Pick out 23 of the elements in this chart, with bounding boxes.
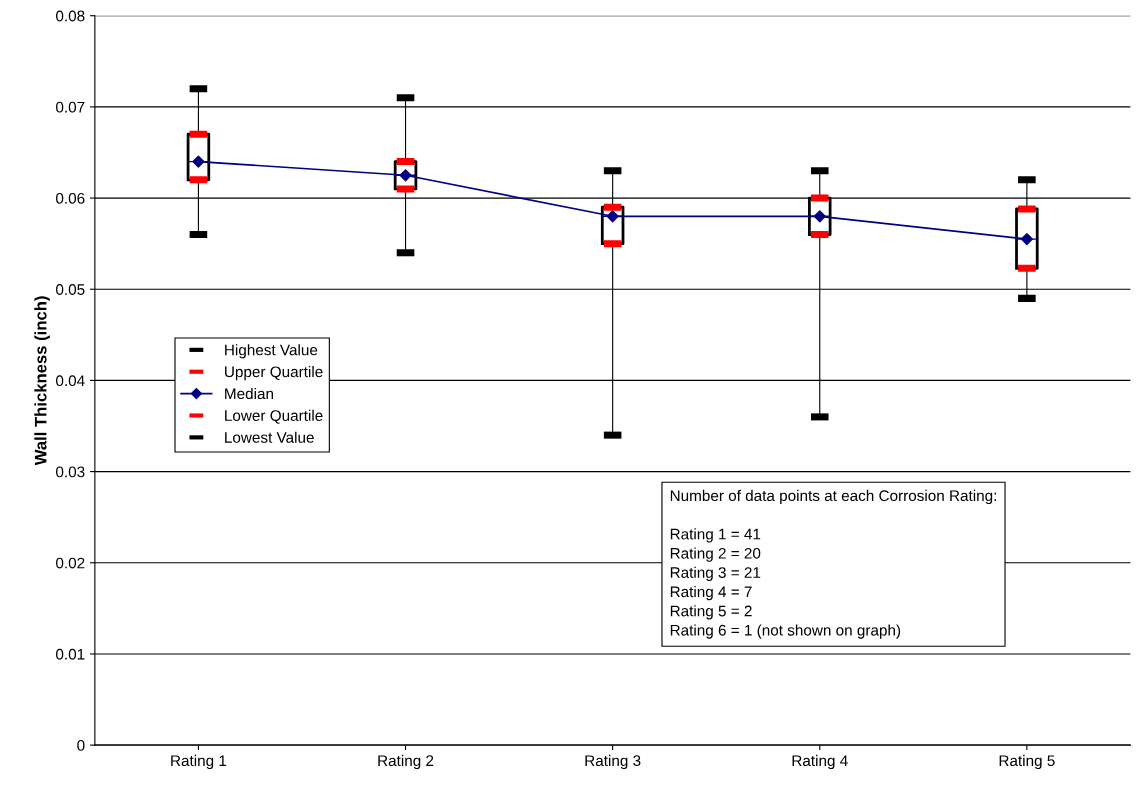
- legend-label: Median: [225, 387, 273, 400]
- x-tick-label: Rating 4: [792, 754, 848, 770]
- y-tick-label: 0.08: [56, 10, 85, 22]
- point: [606, 210, 619, 223]
- y-tick-label: 0.06: [56, 192, 85, 204]
- x-tick-label: Rating 1: [171, 754, 227, 770]
- y-axis-title: Wall Thickness (inch): [34, 296, 50, 466]
- legend-label: Lower Quartile: [225, 409, 323, 424]
- point: [1020, 233, 1033, 246]
- legend-label: Lowest Value: [225, 431, 314, 443]
- x-tick-label: Rating 3: [585, 754, 641, 770]
- legend-label: Upper Quartile: [225, 366, 323, 381]
- x-tick-label: Rating 5: [999, 754, 1055, 770]
- y-tick-label: 0.01: [56, 648, 85, 660]
- text: Number of data points at each Corrosion Rating: Rating 1 = 41 Rating 2 = 20 Rating 3 = 21 Rating 4 = 7 Rating 5 = 2 Rating 6 = 1 (not shown on graph): [670, 489, 997, 639]
- y-tick-label: 0.03: [56, 466, 85, 478]
- legend-label: Highest Value: [225, 344, 318, 359]
- y-tick-label: 0.02: [56, 557, 85, 569]
- y-tick-label: 0.04: [56, 375, 85, 387]
- y-tick-label: 0.07: [56, 101, 85, 113]
- x-tick-label: Rating 2: [378, 754, 434, 770]
- y-tick-label: 0: [77, 740, 85, 751]
- y-tick-label: 0.05: [56, 284, 85, 295]
